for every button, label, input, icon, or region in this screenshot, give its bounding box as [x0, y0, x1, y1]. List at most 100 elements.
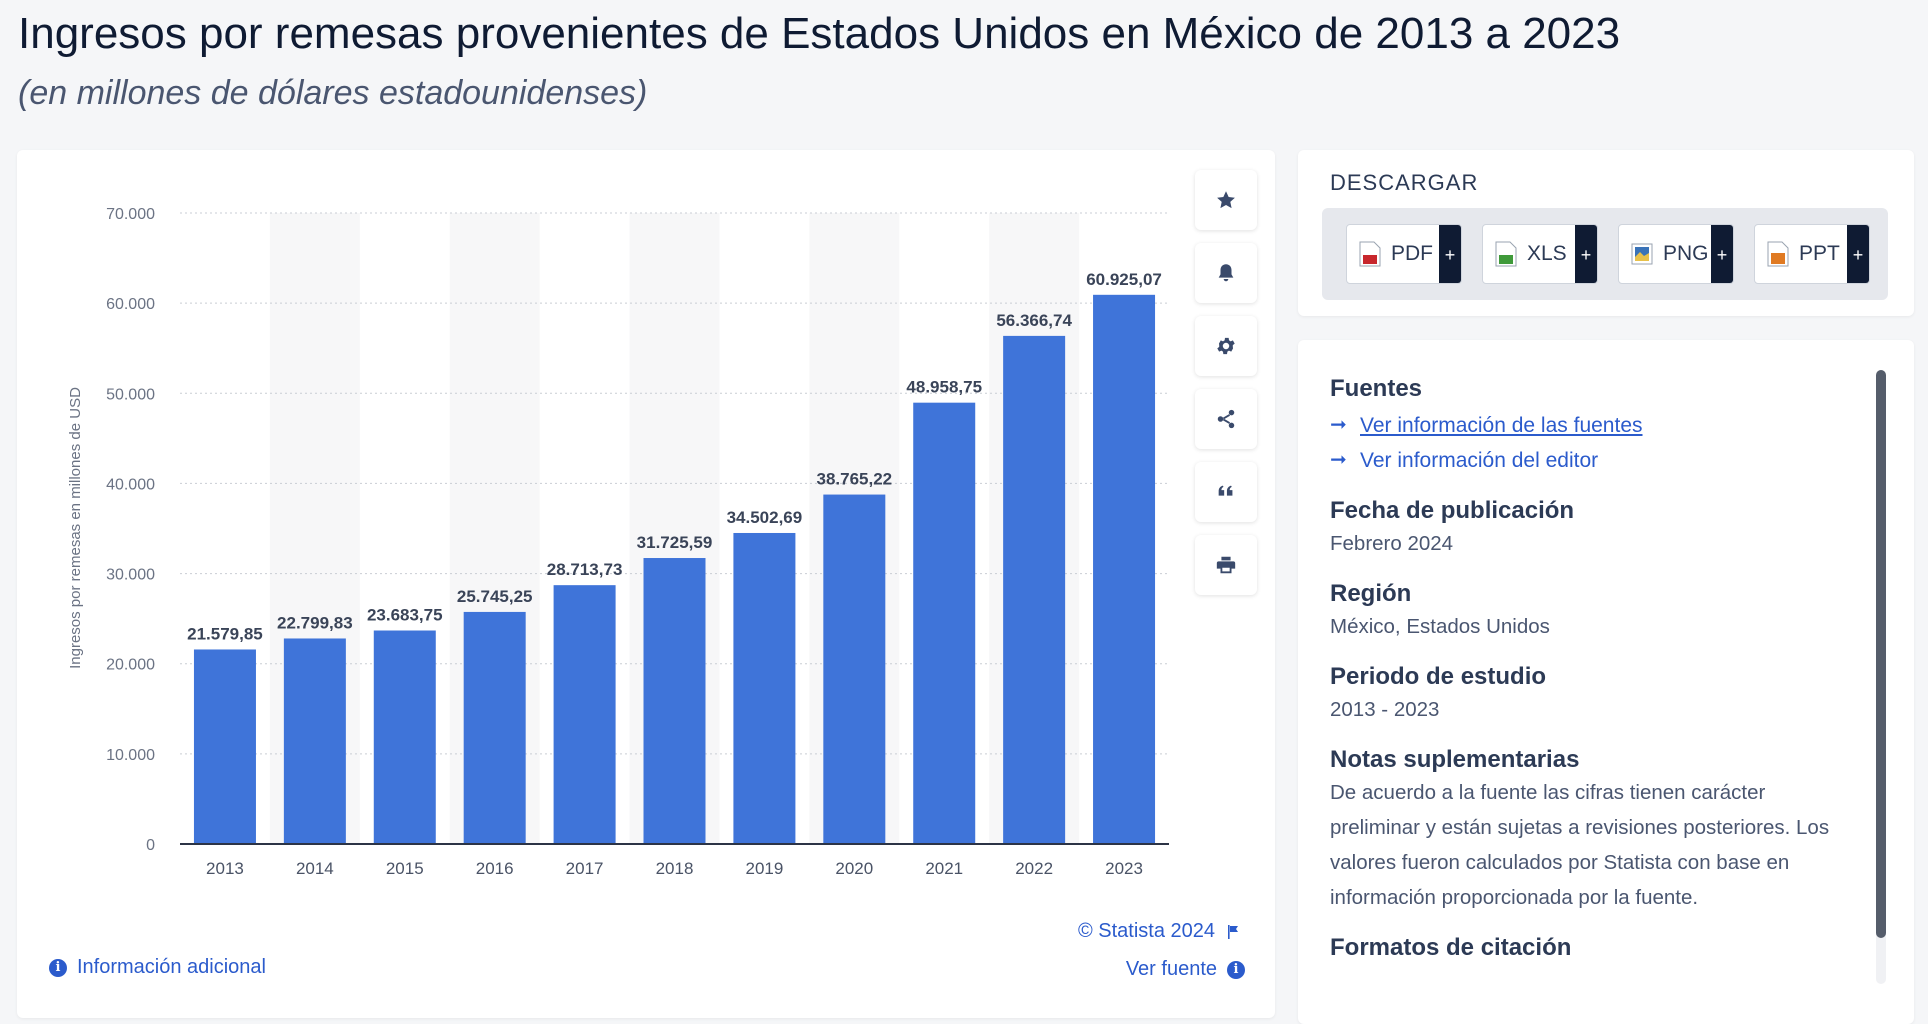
region-value: México, Estados Unidos	[1330, 615, 1550, 638]
bell-icon	[1218, 264, 1234, 282]
download-xls-button[interactable]: XLS +	[1482, 224, 1598, 284]
publication-date-value: Febrero 2024	[1330, 532, 1454, 555]
x-tick-label: 2020	[835, 859, 873, 878]
quote-icon	[1218, 485, 1233, 496]
copyright-text: © Statista 2024	[1077, 920, 1215, 942]
settings-button[interactable]	[1195, 316, 1257, 376]
bar-value-label: 56.366,74	[996, 311, 1072, 330]
share-icon	[1217, 409, 1235, 429]
bar	[913, 402, 976, 844]
publisher-info-link[interactable]: ➞ Ver información del editor	[1330, 443, 1860, 478]
bar	[463, 611, 526, 844]
cite-button[interactable]	[1195, 462, 1257, 522]
supplementary-notes-heading: Notas suplementarias	[1330, 746, 1580, 773]
publication-date-heading: Fecha de publicación	[1330, 497, 1575, 524]
bar-value-label: 38.765,22	[816, 470, 892, 489]
bar	[643, 558, 706, 844]
additional-info-link[interactable]: i Información adicional	[49, 956, 266, 979]
bar-value-label: 60.925,07	[1086, 270, 1162, 289]
print-icon	[1216, 556, 1236, 574]
download-ppt-label: PPT	[1799, 242, 1840, 265]
pdf-file-icon	[1359, 241, 1381, 267]
bar	[553, 585, 616, 844]
download-xls-label: XLS	[1527, 242, 1567, 265]
info-scrollbar[interactable]	[1876, 370, 1886, 984]
bar-value-label: 34.502,69	[727, 508, 803, 527]
plus-icon: +	[1439, 225, 1461, 283]
citation-formats-heading[interactable]: Formatos de citación	[1330, 934, 1572, 961]
download-pdf-label: PDF	[1391, 242, 1433, 265]
download-panel: DESCARGAR PDF + XLS + PNG + PPT +	[1298, 150, 1914, 316]
ppt-file-icon	[1767, 241, 1789, 267]
page-subtitle: (en millones de dólares estadounidenses)	[18, 74, 648, 112]
arrow-right-icon: ➞	[1330, 414, 1347, 436]
download-title: DESCARGAR	[1330, 170, 1479, 195]
y-tick-label: 60.000	[106, 296, 155, 313]
bar-value-label: 25.745,25	[457, 587, 533, 606]
copyright-notice[interactable]: © Statista 2024	[1078, 920, 1241, 943]
source-info-link[interactable]: ➞ Ver información de las fuentes	[1330, 408, 1860, 443]
view-source-label: Ver fuente	[1125, 958, 1217, 980]
info-content: Fuentes ➞ Ver información de las fuentes…	[1330, 374, 1860, 963]
bar	[373, 630, 436, 844]
y-tick-label: 70.000	[106, 206, 155, 223]
flag-icon	[1228, 924, 1238, 939]
x-tick-label: 2013	[206, 859, 244, 878]
y-tick-label: 50.000	[106, 386, 155, 403]
png-file-icon	[1631, 243, 1653, 265]
y-tick-label: 0	[146, 837, 155, 854]
x-tick-label: 2023	[1105, 859, 1143, 878]
page-title: Ingresos por remesas provenientes de Est…	[18, 9, 1621, 58]
publisher-info-link-text: Ver información del editor	[1360, 449, 1599, 472]
bar-value-label: 31.725,59	[637, 533, 713, 552]
study-period-value: 2013 - 2023	[1330, 698, 1440, 721]
source-info-link-text: Ver información de las fuentes	[1360, 414, 1643, 437]
y-tick-label: 40.000	[106, 476, 155, 493]
additional-info-label: Información adicional	[77, 956, 266, 978]
bar-value-label: 48.958,75	[906, 378, 982, 397]
x-tick-label: 2017	[566, 859, 604, 878]
download-buttons: PDF + XLS + PNG + PPT +	[1322, 208, 1888, 300]
plus-icon: +	[1575, 225, 1597, 283]
download-png-button[interactable]: PNG +	[1618, 224, 1734, 284]
share-button[interactable]	[1195, 389, 1257, 449]
chart-toolbar	[1195, 170, 1257, 608]
study-period-heading: Periodo de estudio	[1330, 663, 1547, 690]
bar	[1003, 335, 1066, 844]
info-icon: i	[49, 958, 67, 977]
favorite-button[interactable]	[1195, 170, 1257, 230]
print-button[interactable]	[1195, 535, 1257, 595]
alert-button[interactable]	[1195, 243, 1257, 303]
download-png-label: PNG	[1663, 242, 1709, 265]
scrollbar-thumb[interactable]	[1876, 370, 1886, 938]
bar	[193, 649, 256, 844]
chart-card: 0 10.000 20.000 30.000 40.000 50.000 60.000 70.…	[17, 150, 1275, 1018]
x-tick-label: 2015	[386, 859, 424, 878]
y-tick-label: 30.000	[106, 567, 155, 584]
plus-icon: +	[1711, 225, 1733, 283]
bar	[283, 638, 346, 844]
bar-value-label: 21.579,85	[187, 624, 263, 643]
bar-value-label: 28.713,73	[547, 560, 623, 579]
y-tick-label: 10.000	[106, 747, 155, 764]
bar-value-label: 23.683,75	[367, 606, 443, 625]
x-tick-label: 2014	[296, 859, 334, 878]
plus-icon: +	[1847, 225, 1869, 283]
bar-chart: 0 10.000 20.000 30.000 40.000 50.000 60.000 70.…	[67, 206, 1169, 878]
bar	[1093, 294, 1156, 844]
sources-heading: Fuentes	[1330, 375, 1423, 402]
x-tick-label: 2019	[745, 859, 783, 878]
xls-file-icon	[1495, 241, 1517, 267]
x-tick-label: 2021	[925, 859, 963, 878]
star-icon	[1217, 191, 1235, 209]
page-header: Ingresos por remesas provenientes de Est…	[18, 8, 1908, 116]
bar	[733, 532, 796, 844]
x-tick-label: 2018	[656, 859, 694, 878]
y-axis-label: Ingresos por remesas en millones de USD	[67, 387, 84, 669]
download-pdf-button[interactable]: PDF +	[1346, 224, 1462, 284]
view-source-link[interactable]: Ver fuente i	[1126, 958, 1245, 981]
download-ppt-button[interactable]: PPT +	[1754, 224, 1870, 284]
x-tick-label: 2022	[1015, 859, 1053, 878]
statistic-info-panel: Fuentes ➞ Ver información de las fuentes…	[1298, 340, 1914, 1024]
bar	[823, 494, 886, 844]
